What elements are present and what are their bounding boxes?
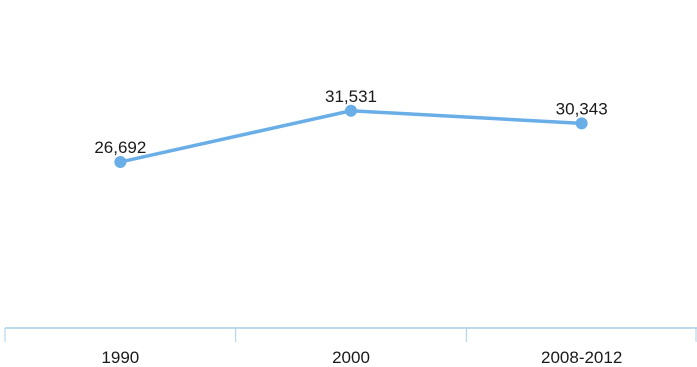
data-label-2000: 31,531	[325, 87, 377, 106]
x-tick-label-1990: 1990	[101, 348, 139, 367]
data-points	[114, 104, 588, 168]
series-line-group	[118, 109, 584, 164]
x-tick-label-2000: 2000	[332, 348, 370, 367]
series-line	[118, 109, 584, 164]
x-tick-label-2008-2012: 2008-2012	[541, 348, 622, 367]
data-label-1990: 26,692	[94, 138, 146, 157]
data-point-2008-2012	[575, 117, 588, 130]
data-point-1990	[114, 155, 127, 168]
x-axis	[4, 327, 697, 342]
data-point-2000	[345, 104, 357, 117]
x-tick-labels: 1990 2000 2008-2012	[101, 348, 622, 367]
data-labels: 26,692 31,531 30,343	[94, 87, 607, 157]
data-label-2008-2012: 30,343	[556, 99, 608, 118]
